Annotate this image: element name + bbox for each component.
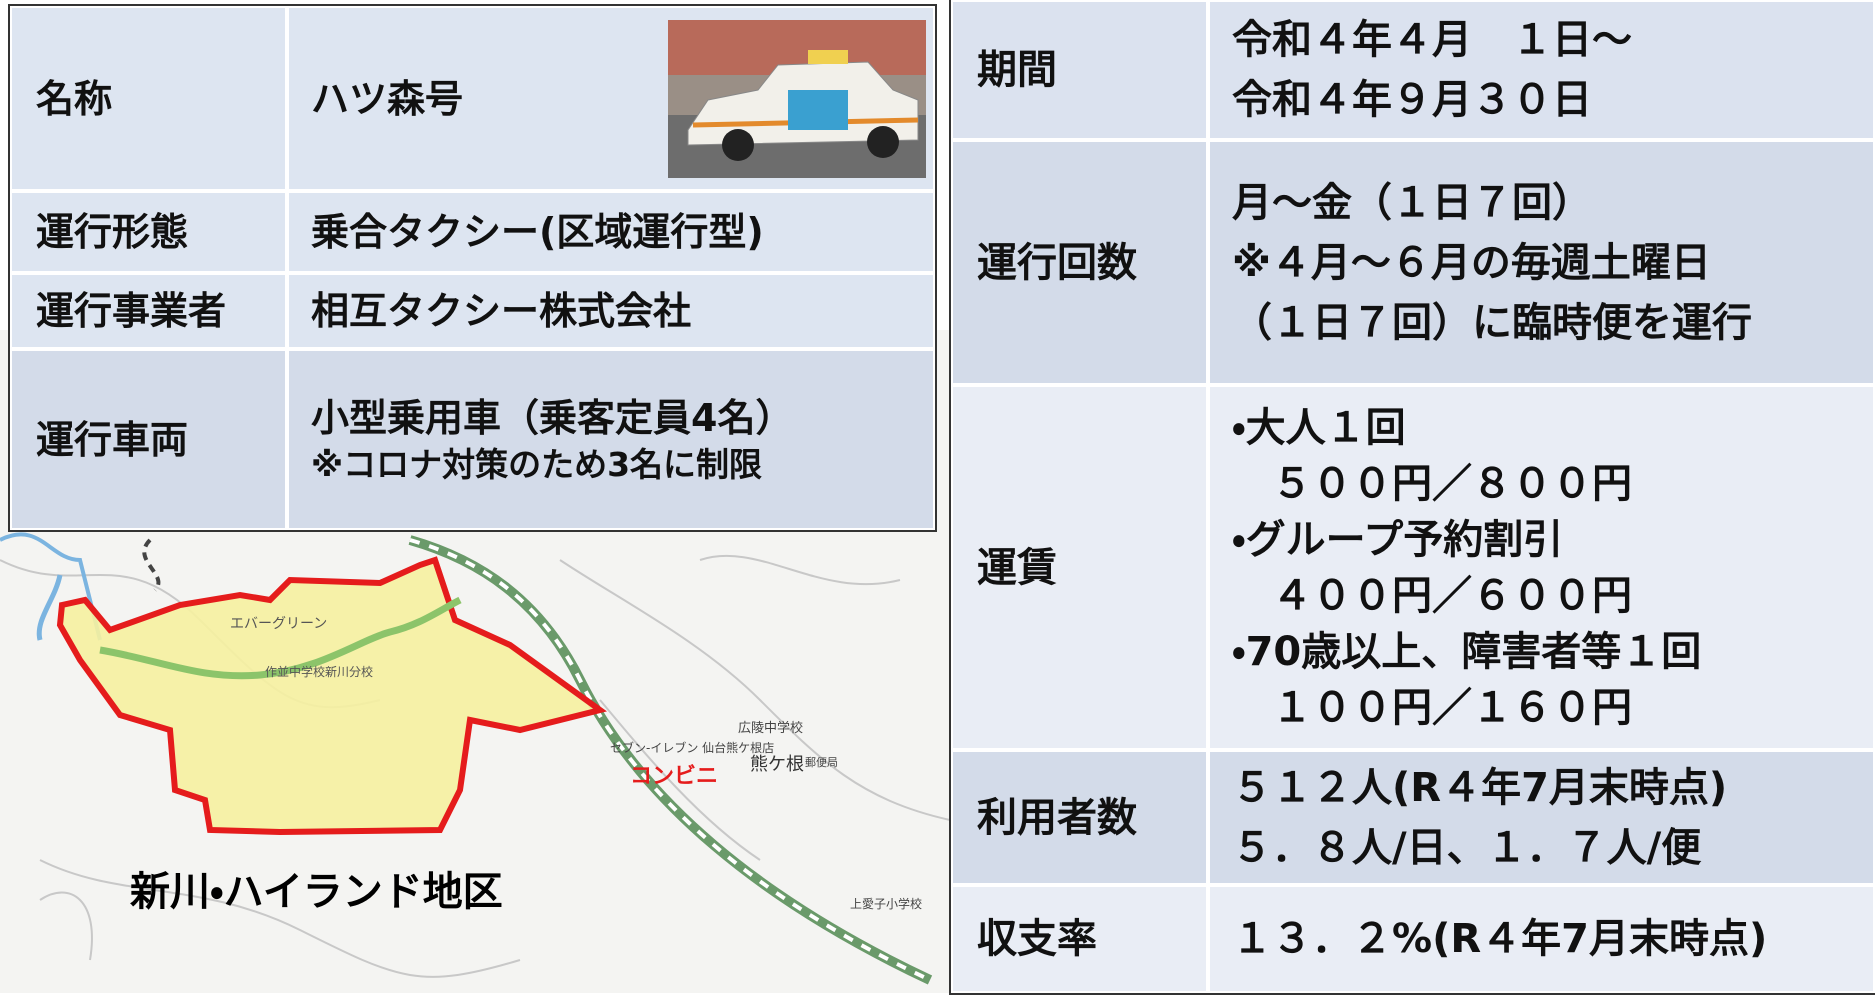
- cell-text: ５００円／８００円: [1232, 460, 1632, 507]
- map-label: 広陵中学校: [738, 720, 803, 736]
- map-label: エバーグリーン: [230, 616, 327, 632]
- row-header: 収支率: [951, 885, 1208, 993]
- cell-text: ・グループ予約割引: [1232, 516, 1564, 563]
- cell-text: 名称: [36, 76, 113, 121]
- cell-text: 令和４年９月３０日: [1232, 77, 1592, 123]
- route: [99, 596, 462, 680]
- cell-text: ※コロナ対策のため3名に制限: [311, 444, 763, 484]
- cell-text: （１日７回）に臨時便を運行: [1232, 299, 1752, 346]
- map-label: 郵便局: [805, 756, 838, 769]
- cell-text: 令和４年４月 １日～: [1232, 17, 1632, 63]
- cell-text: 運行車両: [36, 417, 189, 462]
- row-header: 運行車両: [10, 349, 287, 530]
- cell-text: ・大人１回: [1232, 404, 1406, 451]
- cell-text: ４００円／６００円: [1232, 572, 1632, 619]
- service-area: [56, 556, 607, 836]
- row-header: 運行形態: [10, 191, 287, 273]
- cell-text: 相互タクシー株式会社: [311, 289, 692, 333]
- cell-text: ５．８人/日、１．７人/便: [1232, 824, 1702, 871]
- row-header: 利用者数: [951, 750, 1208, 885]
- store-label: コンビニ: [630, 764, 718, 789]
- row-header: 名称: [10, 6, 287, 191]
- row-value: ５１２人(R４年7月末時点) ５．８人/日、１．７人/便: [1208, 750, 1875, 885]
- cell-text: 運行事業者: [36, 289, 227, 333]
- row-header: 運行回数: [951, 140, 1208, 385]
- map-label: 上愛子小学校: [850, 896, 922, 911]
- map-label: セブン-イレブン 仙台熊ケ根店: [610, 740, 774, 755]
- row-header: 運行事業者: [10, 273, 287, 349]
- row-value: 令和４年４月 １日～ 令和４年９月３０日: [1208, 0, 1875, 140]
- cell-text: 月～金（１日７回）: [1232, 179, 1592, 226]
- cell-text: 期間: [977, 47, 1057, 93]
- row-value: 月～金（１日７回） ※４月～６月の毎週土曜日 （１日７回）に臨時便を運行: [1208, 140, 1875, 385]
- cell-text: 運行形態: [36, 210, 189, 254]
- cell-text: ・70歳以上、障害者等１回: [1232, 628, 1702, 675]
- row-header: 運賃: [951, 385, 1208, 750]
- map-label: 作並中学校新川分校: [265, 664, 373, 679]
- cell-text: １００円／１６０円: [1232, 684, 1632, 731]
- cell-text: 小型乗用車（乗客定員4名）: [311, 395, 794, 440]
- cell-text: 運行回数: [977, 239, 1137, 286]
- cell-text: 乗合タクシー(区域運行型): [311, 210, 764, 254]
- row-value: 乗合タクシー(区域運行型): [287, 191, 935, 273]
- cell-text: 運賃: [977, 544, 1057, 591]
- cell-text: ５１２人(R４年7月末時点): [1232, 764, 1728, 811]
- cell-text: 収支率: [977, 916, 1097, 962]
- cell-text: １３．２%(R４年7月末時点): [1232, 916, 1768, 962]
- cell-text: 利用者数: [977, 794, 1137, 841]
- cell-text: ハツ森号: [311, 76, 464, 121]
- row-value: 相互タクシー株式会社: [287, 273, 935, 349]
- area-label: 新川・ハイランド地区: [130, 869, 503, 915]
- map-label: 熊ケ根: [750, 754, 804, 775]
- cell-text: ※４月～６月の毎週土曜日: [1232, 239, 1711, 286]
- row-value: １３．２%(R４年7月末時点): [1208, 885, 1875, 993]
- row-header: 期間: [951, 0, 1208, 140]
- row-value: ・大人１回 ５００円／８００円 ・グループ予約割引 ４００円／６００円・70歳以上…: [1208, 385, 1875, 750]
- taxi-photo: [668, 20, 926, 178]
- row-value: 小型乗用車（乗客定員4名） ※コロナ対策のため3名に制限: [287, 349, 935, 530]
